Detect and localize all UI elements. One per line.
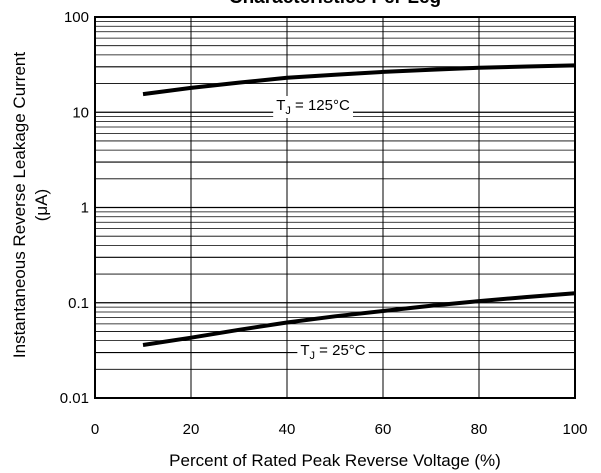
plot-frame [94, 16, 576, 399]
y-tick-label: 0.01 [60, 390, 89, 407]
x-tick-label: 80 [471, 421, 488, 438]
x-tick-label: 40 [279, 421, 296, 438]
x-tick-label: 100 [562, 421, 587, 438]
chart-title: Characteristics Per Leg [229, 0, 441, 8]
x-axis-label: Percent of Rated Peak Reverse Voltage (%… [169, 451, 501, 470]
y-axis-label: Instantaneous Reverse Leakage Current [10, 52, 29, 358]
y-axis-unit: (μA) [32, 189, 51, 221]
y-tick-label: 100 [64, 9, 89, 26]
series-label-background [297, 341, 369, 363]
y-tick-label: 0.1 [68, 295, 89, 312]
y-tick-labels: 0.01 0.1 1 10 100 [60, 9, 89, 407]
series-labels: TJ = 125°C TJ = 25°C [273, 96, 369, 363]
series-group [142, 63, 576, 347]
x-tick-label: 20 [183, 421, 200, 438]
x-tick-label: 60 [375, 421, 392, 438]
x-tick-labels: 0 20 40 60 80 100 [91, 421, 588, 438]
x-tick-label: 0 [91, 421, 99, 438]
y-tick-label: 10 [72, 104, 89, 121]
series-label-1: TJ = 125°C [276, 97, 350, 117]
series-label-background [273, 96, 353, 118]
series-label-2: TJ = 25°C [300, 342, 365, 362]
y-tick-label: 1 [81, 200, 89, 217]
series-line-2 [142, 291, 576, 347]
series-line-1 [142, 63, 576, 97]
